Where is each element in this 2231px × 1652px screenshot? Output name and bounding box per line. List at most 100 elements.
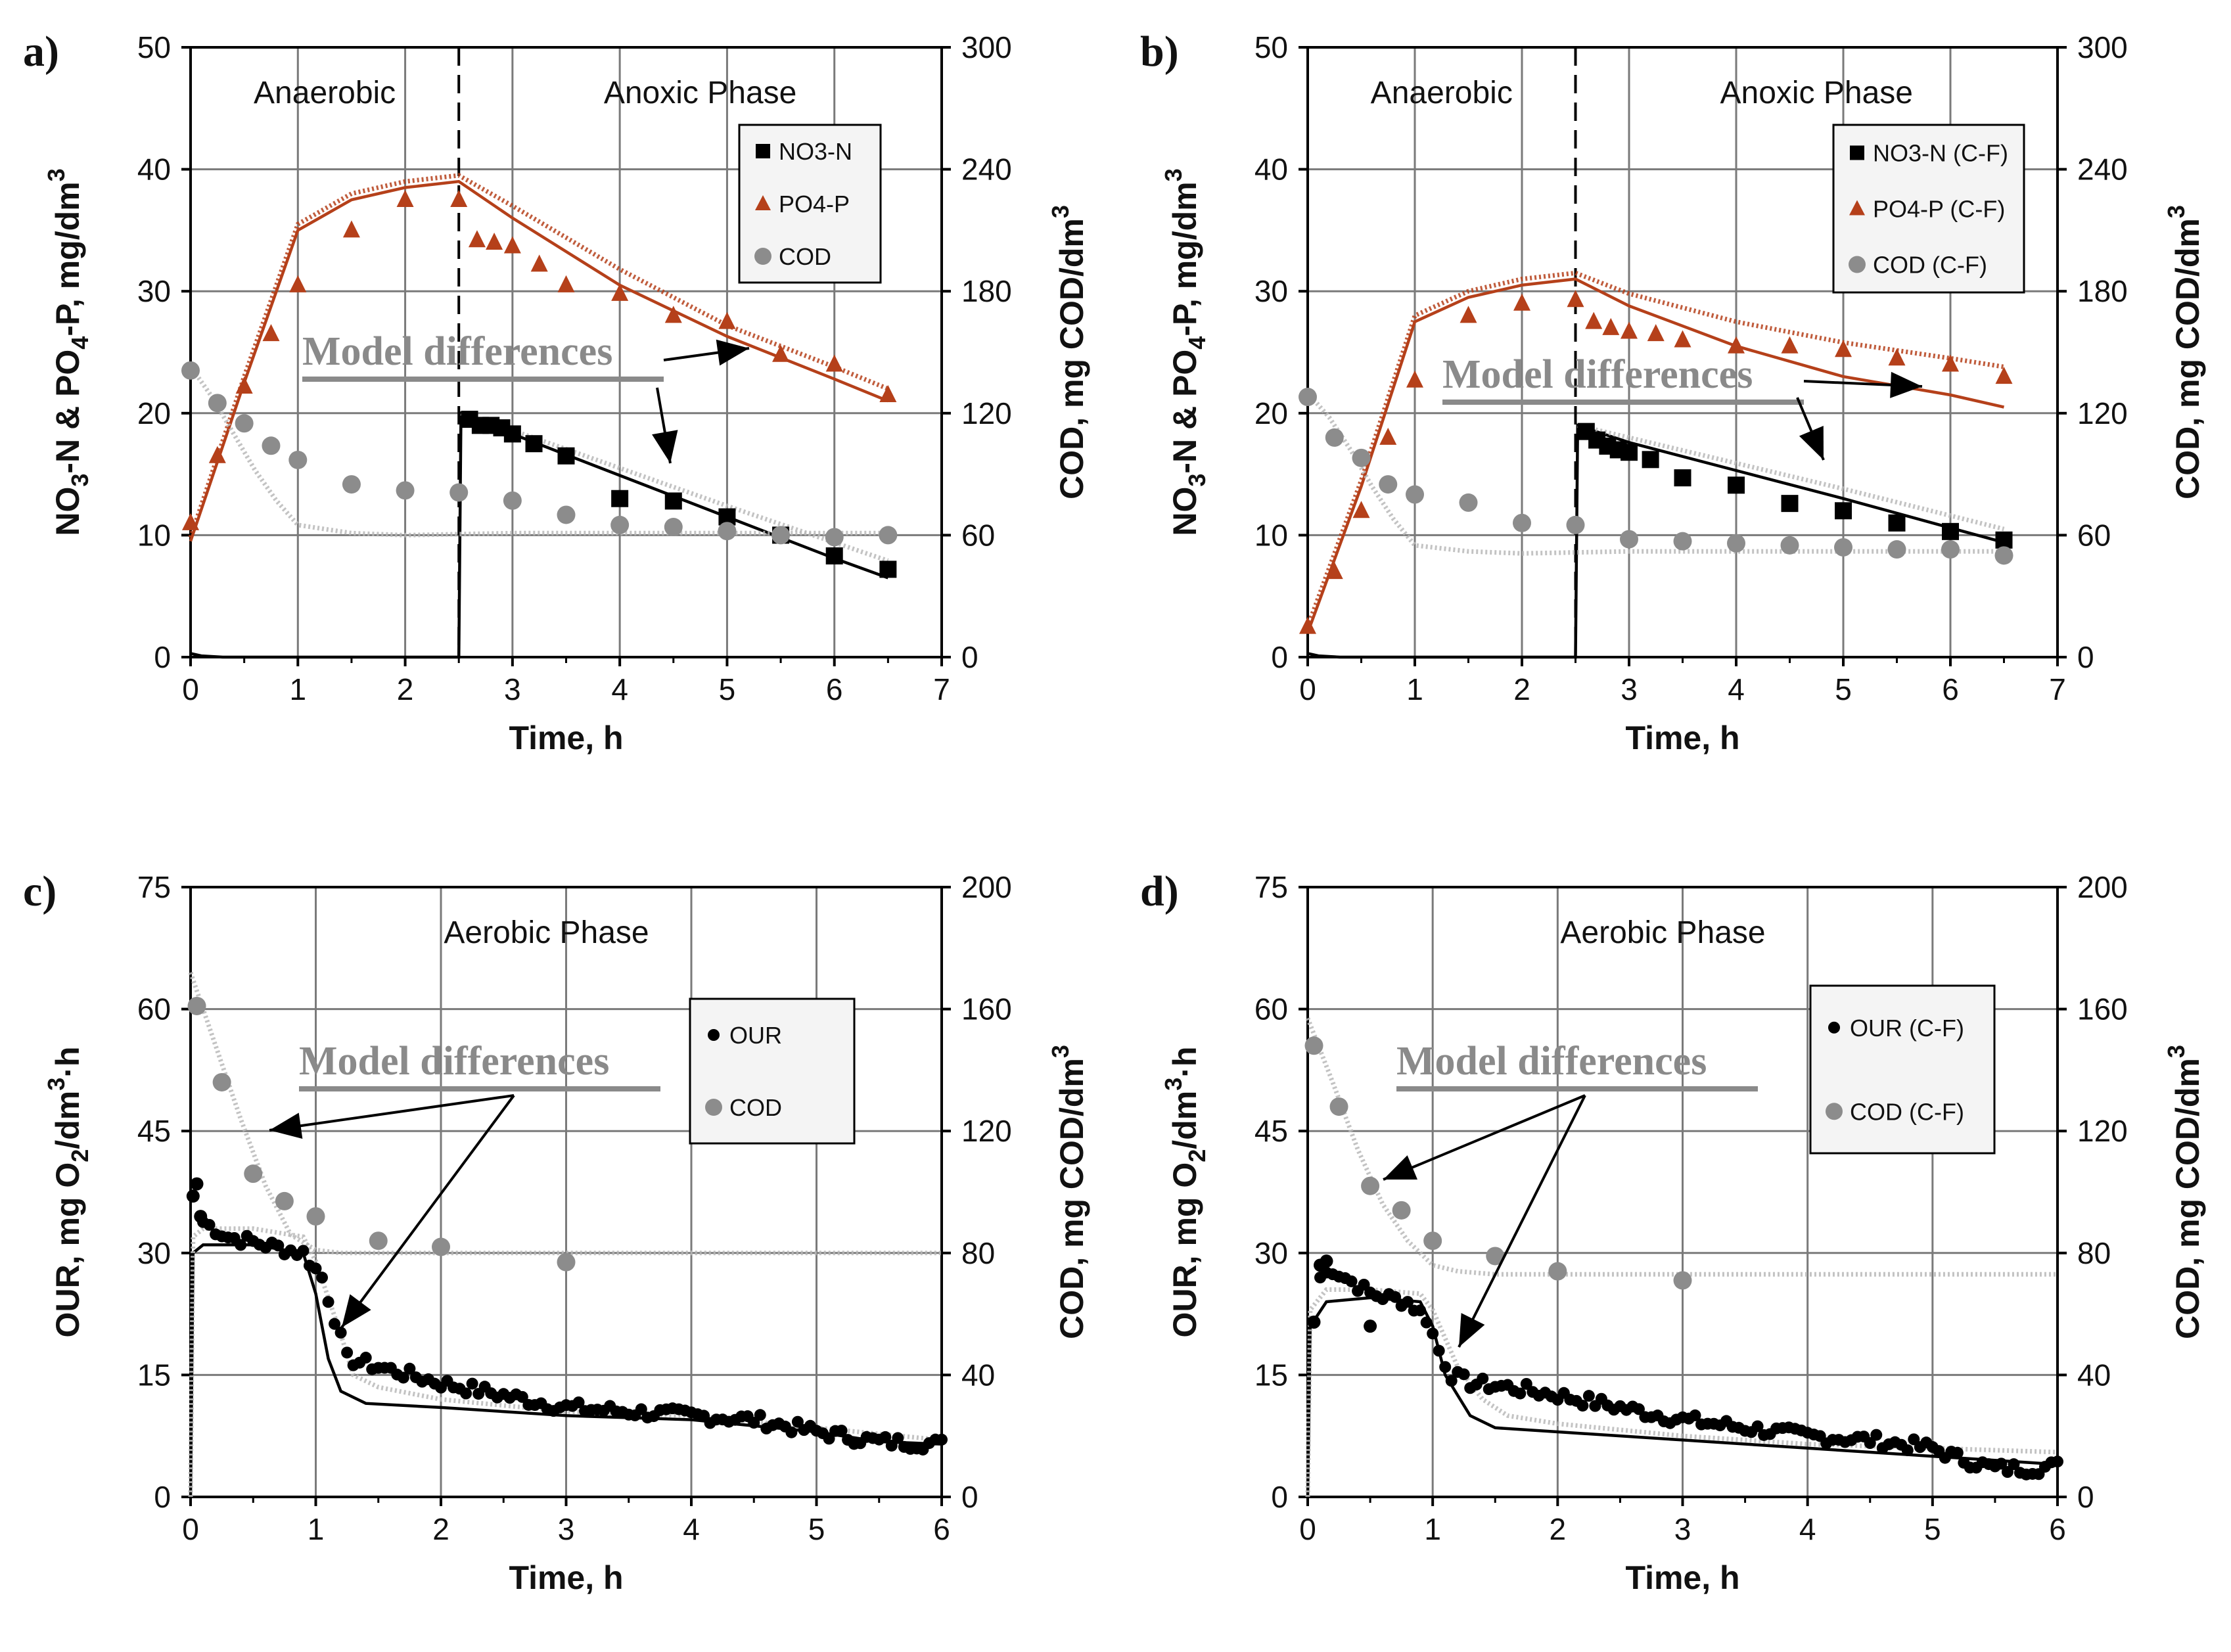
cod-data-point — [1406, 485, 1424, 504]
cod-data-point — [664, 518, 683, 537]
our-data-point — [1402, 1296, 1414, 1308]
x-tick-label: 0 — [182, 1512, 199, 1546]
po4-data-point — [1647, 324, 1665, 342]
y-left-tick-label: 0 — [154, 640, 171, 674]
y-left-axis-title-part: O — [49, 1162, 86, 1188]
phase-label-aerobic: Aerobic Phase — [1560, 915, 1765, 950]
legend-marker-triangle — [755, 195, 771, 210]
our-data-point — [1632, 1403, 1645, 1415]
annotation-arrow-head — [1383, 1155, 1417, 1180]
y-right-tick-label: 160 — [2077, 992, 2128, 1026]
our-data-point — [1951, 1446, 1964, 1459]
panel-label: c) — [23, 867, 57, 915]
legend: OUR COD — [689, 998, 856, 1145]
our-data-point — [1307, 1315, 1321, 1329]
y-left-tick-label: 30 — [137, 1236, 171, 1270]
x-tick-label: 6 — [1942, 672, 1959, 706]
annotation-arrow-head — [1799, 426, 1824, 460]
y-left-axis-title-part: 3 — [1160, 168, 1187, 181]
cod-data-point — [1548, 1262, 1567, 1281]
legend-marker-dot — [708, 1029, 720, 1041]
model-differences-label: Model differences — [1442, 352, 1753, 397]
y-left-tick-label: 10 — [1254, 518, 1288, 552]
y-left-tick-label: 10 — [137, 518, 171, 552]
po4-data-point — [342, 220, 360, 238]
x-tick-label: 0 — [182, 672, 199, 706]
our-data-point — [1995, 1457, 2008, 1470]
cod-data-point — [432, 1237, 450, 1256]
y-right-tick-label: 60 — [2077, 518, 2111, 552]
po4-data-point — [468, 230, 486, 248]
annotation-arrow-head — [1890, 371, 1922, 398]
legend-marker-circle — [1826, 1103, 1843, 1120]
po4-data-point — [289, 275, 307, 292]
po4-data-point — [1379, 427, 1397, 445]
our-data-point — [516, 1390, 528, 1403]
y-left-tick-label: 20 — [137, 396, 171, 430]
cod-data-point — [1329, 1097, 1348, 1116]
y-right-tick-label: 120 — [961, 1114, 1012, 1148]
y-right-axis-title-part: 3 — [2163, 205, 2190, 218]
our-data-point — [2008, 1458, 2020, 1471]
y-right-tick-label: 180 — [2077, 274, 2128, 308]
legend-marker-square — [756, 144, 770, 158]
legend-label: COD — [729, 1094, 782, 1121]
phase-label-anaerobic: Anaerobic — [254, 76, 396, 110]
cod-data-point — [288, 450, 308, 469]
our-data-point — [635, 1403, 647, 1415]
y-left-axis-title-part: dm — [49, 1091, 86, 1140]
x-tick-label: 6 — [2049, 1512, 2066, 1546]
y-right-axis-title-part: 3 — [1047, 1045, 1074, 1058]
no3-data-point — [525, 435, 543, 453]
y-left-axis-title-part: OUR, mg — [1166, 1188, 1203, 1338]
y-left-axis-title-part: / — [49, 1140, 86, 1149]
y-left-axis-title-part: 4 — [1184, 336, 1210, 350]
po4-data-point — [1602, 317, 1620, 335]
our-data-point — [1414, 1304, 1427, 1317]
cod-data-point — [557, 505, 576, 524]
y-left-tick-label: 15 — [1254, 1358, 1288, 1392]
x-tick-label: 1 — [308, 1512, 325, 1546]
our-data-point — [403, 1362, 416, 1375]
cod-data-point — [244, 1164, 263, 1183]
legend: NO3-N PO4-P COD — [738, 124, 882, 284]
x-tick-label: 2 — [1550, 1512, 1567, 1546]
y-right-tick-label: 80 — [2077, 1236, 2111, 1270]
y-left-tick-label: 0 — [1271, 1480, 1288, 1514]
our-data-point — [936, 1433, 948, 1446]
our-data-point — [186, 1189, 200, 1203]
y-right-axis-title-part: 3 — [2163, 1045, 2190, 1058]
annotation-arrow-head — [652, 430, 678, 463]
no3-data-point — [1781, 495, 1799, 513]
po4-data-point — [1674, 330, 1691, 348]
our-data-point — [1389, 1291, 1402, 1303]
po4-data-point — [1781, 336, 1799, 354]
y-right-tick-label: 300 — [2077, 30, 2128, 64]
y-right-axis-title: COD, mg COD/dm3 — [1047, 205, 1090, 499]
y-right-axis-title-part: dm — [2169, 218, 2206, 267]
cod-data-point — [1352, 448, 1371, 467]
y-left-axis-title-part: 2 — [66, 1149, 93, 1162]
annotation-arrow-head — [342, 1294, 371, 1327]
y-left-axis-title: NO3-N & PO4-P, mg/dm3 — [1160, 168, 1210, 536]
x-tick-label: 5 — [1835, 672, 1852, 706]
y-right-tick-label: 240 — [2077, 152, 2128, 187]
y-left-tick-label: 30 — [1254, 1236, 1288, 1270]
legend-label: OUR (C-F) — [1850, 1015, 1964, 1042]
y-right-axis-title-part: COD, mg COD/ — [2169, 1107, 2206, 1339]
cod-data-point — [187, 996, 206, 1015]
model-differences-label: Model differences — [1396, 1039, 1707, 1084]
po4-data-point — [664, 306, 682, 323]
cod-data-point — [1994, 546, 2013, 565]
po4-data-point — [208, 446, 226, 463]
our-data-point — [1445, 1375, 1458, 1387]
x-tick-label: 6 — [933, 1512, 950, 1546]
y-right-axis-title-part: 3 — [1047, 205, 1074, 218]
po4-data-point — [1513, 293, 1530, 311]
our-data-point — [334, 1327, 347, 1339]
y-left-tick-label: 20 — [1254, 396, 1288, 430]
cod-data-point — [396, 481, 415, 500]
y-right-tick-label: 300 — [961, 30, 1012, 64]
cod-data-point — [879, 526, 898, 545]
y-left-axis-title-part: -P — [1166, 304, 1203, 336]
